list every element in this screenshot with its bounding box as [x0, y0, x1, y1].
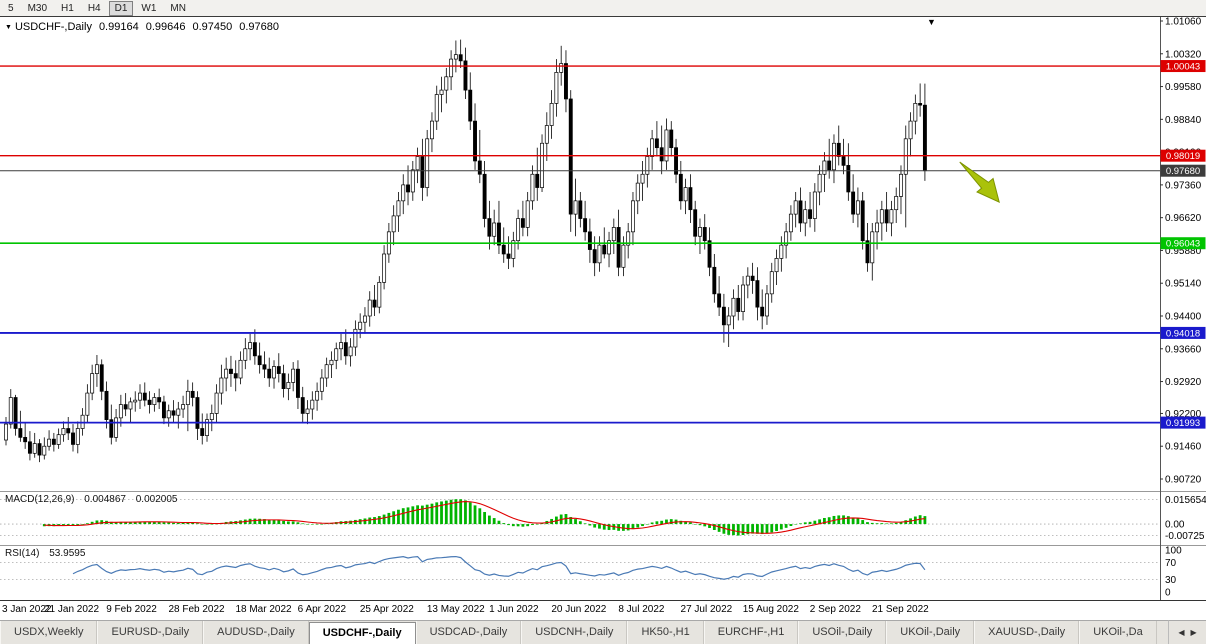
svg-text:-0.00725: -0.00725: [1165, 531, 1205, 542]
date-axis-label: 3 Jan 2022: [2, 604, 52, 615]
price-tag-0.97680: [1160, 164, 1206, 177]
svg-text:100: 100: [1165, 546, 1182, 557]
tab-ukoil-daily[interactable]: UKOil-,Daily: [886, 621, 975, 644]
tab-xauusd-daily[interactable]: XAUUSD-,Daily: [974, 621, 1080, 644]
date-axis-label: 9 Feb 2022: [106, 604, 157, 615]
ohlc-open: 0.99164: [98, 21, 139, 33]
svg-text:0.91460: 0.91460: [1165, 442, 1202, 453]
timeframe-button-d1[interactable]: D1: [108, 0, 134, 16]
macd-panel[interactable]: 0.015654 0.00-0.00725: [0, 491, 1206, 545]
svg-text:0.93660: 0.93660: [1165, 344, 1202, 355]
chart-scroll-marker-icon[interactable]: ▼: [927, 17, 936, 27]
sell-arrow-annotation: [959, 161, 1000, 203]
price-tag-0.94018: [1160, 326, 1206, 339]
chart-symbol-label: USDCHF-,Daily: [14, 21, 92, 33]
svg-text:30: 30: [1165, 575, 1177, 586]
timeframe-button-h4[interactable]: H4: [87, 2, 101, 14]
macd-signal-line: [44, 501, 925, 534]
timeframe-toolbar: 5 M30 H1 H4 D1 W1 MN: [0, 0, 1206, 17]
svg-text:0.95880: 0.95880: [1165, 246, 1202, 257]
date-axis-label: 28 Feb 2022: [168, 604, 225, 615]
svg-text:0.96620: 0.96620: [1165, 213, 1202, 224]
rsi-line: [72, 555, 926, 580]
macd-value-main: 0.004867: [84, 494, 126, 505]
svg-text:0.00: 0.00: [1165, 520, 1185, 531]
svg-text:0.97680: 0.97680: [1166, 166, 1200, 177]
macd-value-signal: 0.002005: [135, 494, 178, 505]
svg-text:0.96043: 0.96043: [1166, 239, 1200, 250]
time-axis[interactable]: 3 Jan 2022 21 Jan 2022 9 Feb 2022 28 Feb 20…: [0, 600, 1206, 620]
tab-scroll-left-icon[interactable]: ◀: [1178, 628, 1185, 637]
tab-ukoil-2[interactable]: UKOil-,Da: [1079, 621, 1157, 644]
svg-text:1.00320: 1.00320: [1165, 49, 1202, 60]
svg-text:0.98019: 0.98019: [1166, 151, 1200, 162]
tab-usdx-weekly[interactable]: USDX,Weekly: [0, 621, 98, 644]
svg-text:0.95140: 0.95140: [1165, 279, 1202, 290]
tab-hk50-h1[interactable]: HK50-,H1: [627, 621, 704, 644]
svg-text:1.00043: 1.00043: [1166, 62, 1200, 73]
candlestick-layer: [4, 39, 927, 463]
rsi-value: 53.9595: [49, 548, 86, 559]
date-axis-label: 25 Apr 2022: [359, 604, 414, 615]
date-axis-label: 6 Apr 2022: [297, 604, 347, 615]
rsi-label: RSI(14) 53.9595: [5, 548, 92, 559]
svg-text:0.92200: 0.92200: [1165, 409, 1202, 420]
svg-text:0.92920: 0.92920: [1165, 377, 1202, 388]
tab-eurchf-h1[interactable]: EURCHF-,H1: [703, 621, 799, 644]
timeframe-button-mn[interactable]: MN: [170, 2, 186, 14]
svg-text:1.01060: 1.01060: [1165, 17, 1202, 28]
date-axis-label: 8 Jul 2022: [618, 604, 665, 615]
svg-text:0.94400: 0.94400: [1165, 311, 1202, 322]
tab-usdcad-daily[interactable]: USDCAD-,Daily: [415, 621, 522, 644]
date-axis-label: 15 Aug 2022: [742, 604, 799, 615]
timeframe-button-m5[interactable]: 5: [8, 2, 14, 14]
svg-text:0.99580: 0.99580: [1165, 82, 1202, 93]
svg-text:0: 0: [1165, 588, 1171, 599]
date-axis-label: 21 Sep 2022: [871, 604, 929, 615]
symbol-dropdown-icon: ▼: [5, 24, 12, 31]
macd-name: MACD(12,26,9): [5, 494, 75, 505]
tab-audusd-daily[interactable]: AUDUSD-,Daily: [203, 621, 309, 644]
ohlc-close: 0.97680: [239, 21, 279, 33]
svg-text:0.98840: 0.98840: [1165, 115, 1202, 126]
tab-scroll-buttons: ◀ ▶: [1168, 620, 1206, 644]
ohlc-high: 0.99646: [145, 21, 186, 33]
date-axis-label: 27 Jul 2022: [680, 604, 733, 615]
tab-usdchf-daily[interactable]: USDCHF-,Daily: [308, 622, 416, 644]
price-tag-0.98019: [1160, 149, 1206, 162]
svg-text:70: 70: [1165, 558, 1177, 569]
rsi-name: RSI(14): [5, 548, 40, 559]
chart-title: ▼ USDCHF-,Daily 0.99164 0.99646 0.97450 …: [5, 21, 279, 33]
timeframe-button-h1[interactable]: H1: [61, 2, 74, 14]
svg-text:0.90720: 0.90720: [1165, 475, 1202, 486]
svg-text:0.97360: 0.97360: [1165, 180, 1202, 191]
date-axis-label: 20 Jun 2022: [551, 604, 607, 615]
price-tag-0.96043: [1160, 237, 1206, 250]
price-tag-1.00043: [1160, 60, 1206, 73]
timeframe-button-m30[interactable]: M30: [27, 2, 48, 14]
tab-scroll-right-icon[interactable]: ▶: [1190, 628, 1197, 637]
symbol-tab-bar: USDX,Weekly EURUSD-,Daily AUDUSD-,Daily …: [0, 620, 1206, 644]
svg-text:0.015654: 0.015654: [1165, 495, 1206, 506]
svg-text:0.91993: 0.91993: [1166, 418, 1200, 429]
macd-label: MACD(12,26,9) 0.004867 0.002005: [5, 494, 184, 505]
tab-usoil-daily[interactable]: USOil-,Daily: [798, 621, 887, 644]
date-axis-label: 21 Jan 2022: [44, 604, 100, 615]
price-chart-canvas[interactable]: 1.010601.003200.995800.988400.981000.973…: [0, 17, 1206, 491]
ohlc-low: 0.97450: [192, 21, 233, 33]
timeframe-button-w1[interactable]: W1: [141, 2, 157, 14]
tab-eurusd-daily[interactable]: EURUSD-,Daily: [97, 621, 204, 644]
tab-usdcnh-daily[interactable]: USDCNH-,Daily: [521, 621, 628, 644]
date-axis-label: 2 Sep 2022: [809, 604, 861, 615]
svg-text:0.94018: 0.94018: [1166, 328, 1200, 339]
date-axis-label: 1 Jun 2022: [489, 604, 539, 615]
price-tag-0.91993: [1160, 416, 1206, 429]
date-axis-label: 13 May 2022: [426, 604, 485, 615]
date-axis-label: 18 Mar 2022: [235, 604, 292, 615]
